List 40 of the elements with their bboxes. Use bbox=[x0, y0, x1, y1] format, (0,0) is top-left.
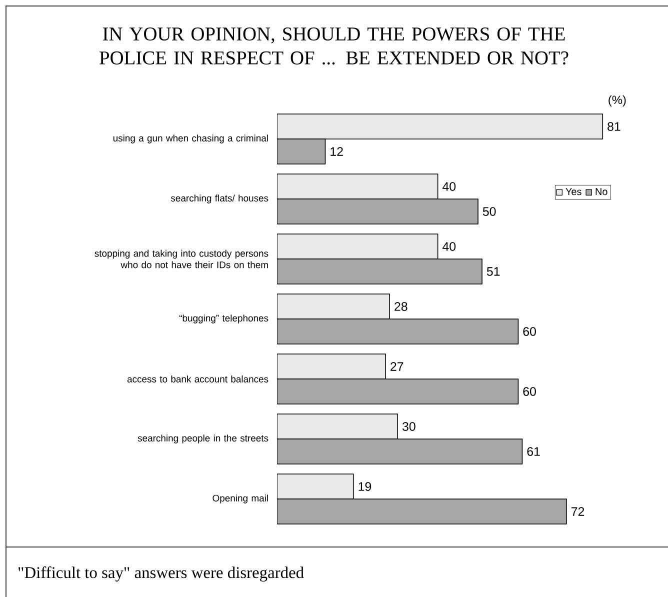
data-label: 60 bbox=[523, 327, 536, 336]
y-tick-label: using a gun when chasing a criminal bbox=[113, 134, 268, 144]
bar bbox=[277, 138, 326, 164]
data-label: 19 bbox=[358, 482, 372, 491]
text: (%) bbox=[608, 95, 626, 106]
bar bbox=[277, 498, 567, 524]
bar bbox=[277, 354, 386, 380]
legend-label: No bbox=[596, 188, 608, 196]
bar bbox=[277, 378, 519, 404]
y-tick-label: Opening mail bbox=[212, 494, 268, 504]
bar bbox=[277, 234, 438, 260]
data-label: 50 bbox=[482, 207, 496, 216]
bar bbox=[277, 258, 482, 284]
bar bbox=[277, 438, 523, 464]
bar bbox=[277, 414, 398, 440]
data-label: 40 bbox=[442, 182, 456, 191]
y-tick-label: searching people in the streets bbox=[138, 434, 268, 444]
data-label: 81 bbox=[608, 122, 620, 131]
text: "Difficult to say" answers were disregarded bbox=[18, 566, 304, 582]
data-label: 72 bbox=[571, 507, 584, 516]
y-tick-label: “bugging” telephones bbox=[179, 314, 268, 324]
data-label: 12 bbox=[330, 147, 343, 156]
data-label: 30 bbox=[402, 422, 416, 431]
bar bbox=[277, 174, 438, 200]
data-label: 27 bbox=[390, 362, 404, 371]
bar bbox=[277, 318, 519, 344]
data-label: 61 bbox=[527, 447, 540, 456]
bar bbox=[277, 114, 604, 140]
bar bbox=[277, 474, 354, 500]
y-tick-label: access to bank account balances bbox=[127, 376, 268, 382]
y-tick-label: stopping and taking into custody persons who do not have their IDs on them bbox=[94, 250, 268, 268]
legend-label: Yes bbox=[566, 188, 582, 196]
chart-title: IN YOUR OPINION, SHOULD THE POWERS OF THE POLICE IN RESPECT OF ... BE EXTENDED OR NOT? bbox=[100, 28, 568, 65]
y-tick-label: searching flats/ houses bbox=[170, 194, 268, 204]
data-label: 51 bbox=[486, 267, 500, 276]
data-label: 28 bbox=[394, 302, 408, 311]
data-label: 60 bbox=[523, 387, 536, 396]
bar bbox=[277, 294, 390, 320]
bar bbox=[277, 198, 478, 224]
data-label: 40 bbox=[442, 242, 456, 251]
